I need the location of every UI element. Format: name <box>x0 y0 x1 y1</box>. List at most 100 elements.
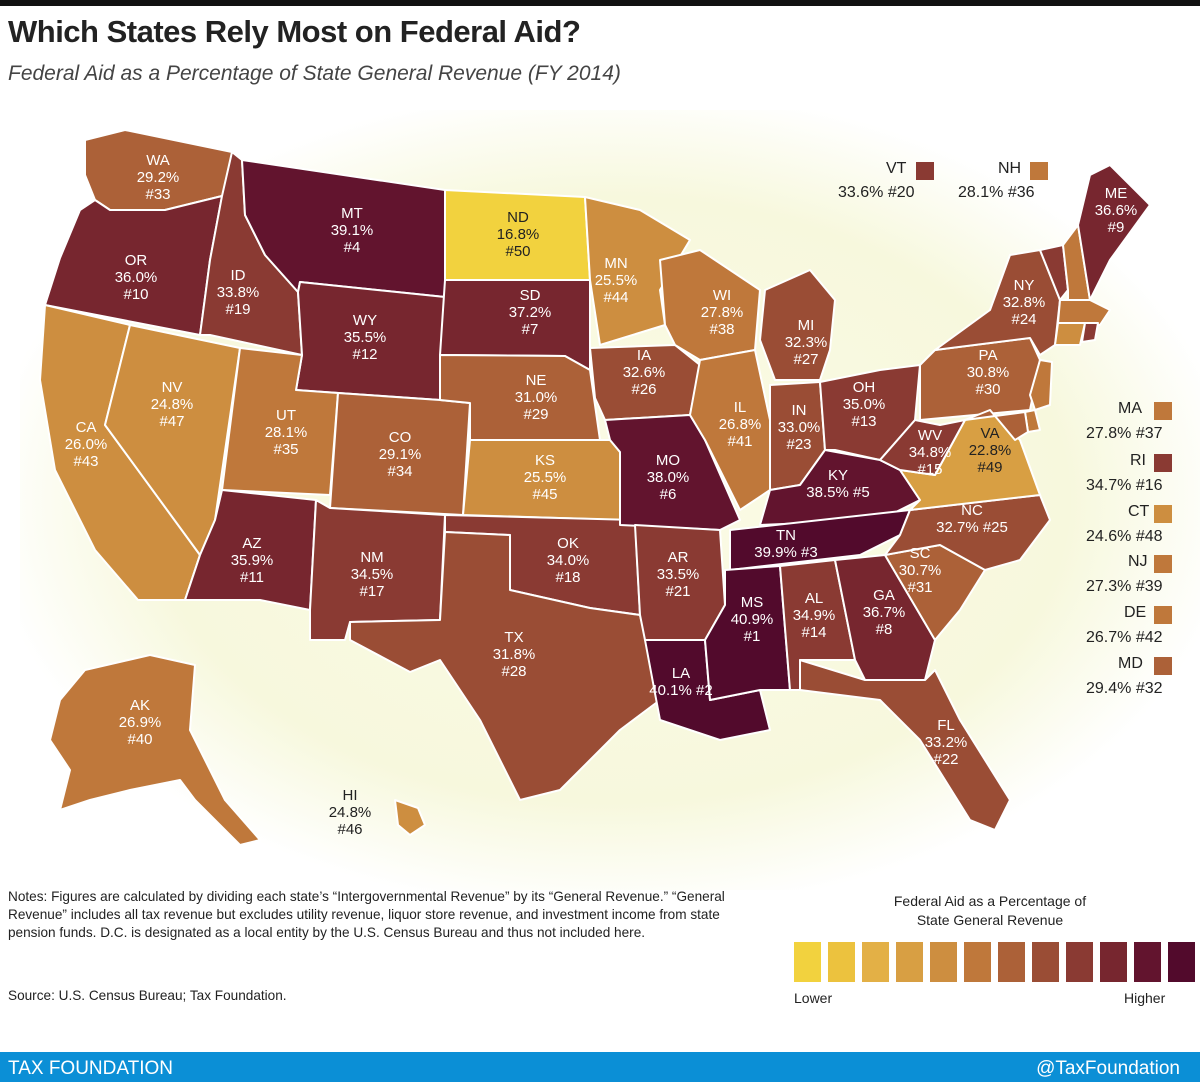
label-IN-rank: #23 <box>786 436 811 453</box>
label-AR-abbr: AR <box>668 549 689 566</box>
label-CA-rank: #43 <box>73 453 98 470</box>
label-WV-value: 34.8% <box>909 444 952 461</box>
label-ND-value: 16.8% <box>497 226 540 243</box>
vt-callout-value: 33.6% #20 <box>838 184 915 201</box>
ma-swatch <box>1154 402 1172 420</box>
label-ND-abbr: ND <box>507 209 529 226</box>
label-WI-value: 27.8% <box>701 304 744 321</box>
label-LA-value: 40.1% #2 <box>649 682 712 699</box>
label-AK-value: 26.9% <box>119 714 162 731</box>
ri-swatch <box>1154 454 1172 472</box>
label-LA-abbr: LA <box>672 665 690 682</box>
label-HI-abbr: HI <box>343 787 358 804</box>
md-callout-label: MD <box>1118 655 1143 672</box>
state-CT[interactable] <box>1054 322 1086 346</box>
state-IL[interactable] <box>689 349 771 511</box>
legend-swatch-8 <box>1032 942 1059 982</box>
nh-callout-label: NH <box>998 160 1022 177</box>
state-MA[interactable] <box>1057 299 1111 326</box>
label-AR-rank: #21 <box>665 583 690 600</box>
md-swatch <box>1154 657 1172 675</box>
footer-brand: TAX FOUNDATION <box>8 1058 174 1079</box>
label-SC-rank: #31 <box>907 579 932 596</box>
label-WY-rank: #12 <box>352 346 377 363</box>
label-FL-rank: #22 <box>933 751 958 768</box>
label-KS-abbr: KS <box>535 452 555 469</box>
label-WV-rank: #15 <box>917 461 942 478</box>
state-CO[interactable] <box>329 392 471 516</box>
label-AR-value: 33.5% <box>657 566 700 583</box>
label-NM-abbr: NM <box>360 549 383 566</box>
label-MO-abbr: MO <box>656 452 680 469</box>
label-IN-abbr: IN <box>792 402 807 419</box>
legend-color-scale <box>794 942 1195 982</box>
label-MN-value: 25.5% <box>595 272 638 289</box>
label-OK-abbr: OK <box>557 535 579 552</box>
label-IA-rank: #26 <box>631 381 656 398</box>
label-NM-value: 34.5% <box>351 566 394 583</box>
nh-swatch <box>1030 162 1048 180</box>
label-OH-abbr: OH <box>853 379 876 396</box>
label-NV-abbr: NV <box>162 379 183 396</box>
nh-callout-value: 28.1% #36 <box>958 184 1035 201</box>
label-CO-rank: #34 <box>387 463 412 480</box>
state-FL[interactable] <box>799 659 1011 831</box>
label-HI-rank: #46 <box>337 821 362 838</box>
de-swatch <box>1154 606 1172 624</box>
page-title: Which States Rely Most on Federal Aid? <box>8 14 581 49</box>
label-AZ-rank: #11 <box>240 569 264 586</box>
label-AK-abbr: AK <box>130 697 150 714</box>
de-callout-value: 26.7% #42 <box>1086 629 1163 646</box>
label-WY-abbr: WY <box>353 312 377 329</box>
label-SD-value: 37.2% <box>509 304 552 321</box>
label-FL-abbr: FL <box>937 717 955 734</box>
vt-callout-label: VT <box>886 160 907 177</box>
source-text: Source: U.S. Census Bureau; Tax Foundati… <box>8 988 287 1003</box>
label-MI-rank: #27 <box>793 351 818 368</box>
legend-swatch-1 <box>794 942 821 982</box>
state-ME[interactable] <box>1077 164 1151 301</box>
label-ID-value: 33.8% <box>217 284 260 301</box>
footer-handle[interactable]: @TaxFoundation <box>1036 1058 1180 1079</box>
label-NE-rank: #29 <box>523 406 548 423</box>
state-NJ[interactable] <box>1029 359 1053 411</box>
label-AK-rank: #40 <box>127 731 152 748</box>
label-ME-rank: #9 <box>1108 219 1125 236</box>
label-HI-value: 24.8% <box>329 804 372 821</box>
state-AK[interactable] <box>49 654 261 846</box>
label-NC-value: 32.7% #25 <box>936 519 1008 536</box>
state-RI[interactable] <box>1081 322 1099 343</box>
label-WV-abbr: WV <box>918 427 942 444</box>
state-TN[interactable] <box>729 509 911 571</box>
legend-swatch-2 <box>828 942 855 982</box>
legend-swatch-3 <box>862 942 889 982</box>
label-MS-rank: #1 <box>744 628 761 645</box>
ri-callout-label: RI <box>1130 452 1146 469</box>
label-TX-value: 31.8% <box>493 646 536 663</box>
label-MT-abbr: MT <box>341 205 363 222</box>
label-TX-abbr: TX <box>504 629 523 646</box>
state-MN[interactable] <box>584 196 691 346</box>
label-WY-value: 35.5% <box>344 329 387 346</box>
state-HI[interactable] <box>394 799 426 836</box>
de-callout-label: DE <box>1124 604 1147 621</box>
label-GA-value: 36.7% <box>863 604 906 621</box>
legend-swatch-10 <box>1100 942 1127 982</box>
md-callout-value: 29.4% #32 <box>1086 680 1163 697</box>
legend-title-line1: Federal Aid as a Percentage of <box>893 893 1087 909</box>
label-MS-abbr: MS <box>741 594 764 611</box>
state-TX[interactable] <box>349 531 661 801</box>
vt-swatch <box>916 162 934 180</box>
state-MD[interactable] <box>964 409 1029 441</box>
label-WA-abbr: WA <box>146 152 170 169</box>
legend-swatch-5 <box>930 942 957 982</box>
legend-swatch-4 <box>896 942 923 982</box>
state-NC[interactable] <box>884 494 1051 571</box>
legend-swatch-12 <box>1168 942 1195 982</box>
label-MO-rank: #6 <box>660 486 677 503</box>
state-MI[interactable] <box>759 269 836 381</box>
label-MI-abbr: MI <box>798 317 815 334</box>
label-VA-abbr: VA <box>981 425 1000 442</box>
label-VA-rank: #49 <box>977 459 1002 476</box>
legend-swatch-7 <box>998 942 1025 982</box>
